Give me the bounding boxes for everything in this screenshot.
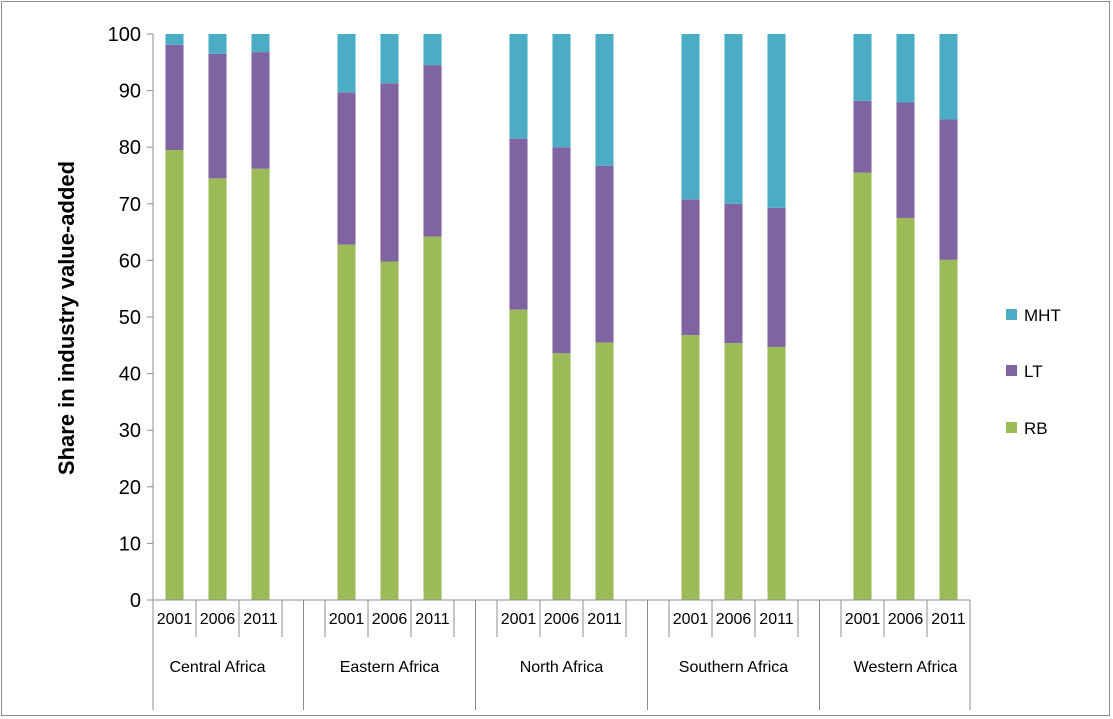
bar-segment-lt: [165, 44, 184, 151]
bar-segment-lt: [380, 83, 399, 262]
legend-swatch-mht: [1006, 309, 1017, 320]
y-tick-label: 50: [119, 307, 141, 329]
bar-segment-lt: [251, 52, 270, 169]
bar-segment-rb: [251, 168, 270, 600]
x-group-label: Eastern Africa: [340, 659, 440, 676]
x-year-label: 2006: [888, 611, 924, 628]
y-tick-label: 10: [119, 533, 141, 555]
bars: [165, 34, 958, 601]
bar-segment-mht: [337, 34, 356, 93]
bar-segment-rb: [337, 244, 356, 600]
bar-segment-lt: [724, 203, 743, 344]
bar-segment-rb: [165, 150, 184, 600]
bar-segment-mht: [208, 34, 227, 54]
bar-segment-rb: [724, 343, 743, 600]
x-group-label: Southern Africa: [679, 659, 789, 676]
bar-segment-mht: [509, 34, 528, 139]
x-year-label: 2011: [415, 611, 450, 628]
x-year-label: 2006: [372, 611, 408, 628]
x-year-label: 2001: [157, 611, 193, 628]
y-tick-label: 80: [119, 137, 141, 159]
x-year-label: 2011: [759, 611, 794, 628]
legend-label: RB: [1024, 419, 1048, 438]
y-tick-label: 40: [119, 364, 141, 386]
bar-segment-mht: [724, 34, 743, 204]
bar-segment-lt: [853, 100, 872, 173]
bar-segment-mht: [853, 34, 872, 101]
legend-label: LT: [1024, 362, 1043, 381]
bar-segment-rb: [423, 236, 442, 601]
bar-segment-mht: [767, 34, 786, 208]
y-axis: 0 10 20 30 40 50 60 70 80 90 100: [108, 24, 154, 612]
y-tick-label: 90: [119, 81, 141, 103]
bar-segment-mht: [681, 34, 700, 200]
bar-segment-rb: [552, 353, 571, 600]
bar-segment-lt: [896, 102, 915, 218]
y-tick-label: 0: [130, 590, 141, 612]
x-group-label: Western Africa: [854, 659, 958, 676]
x-year-label: 2011: [587, 611, 622, 628]
bar-segment-lt: [208, 53, 227, 179]
bar-segment-mht: [165, 34, 184, 45]
y-tick-label: 60: [119, 250, 141, 272]
bar-segment-rb: [896, 217, 915, 600]
y-tick-label: 70: [119, 194, 141, 216]
legend-label: MHT: [1024, 306, 1061, 325]
bar-segment-lt: [509, 138, 528, 310]
bar-segment-mht: [552, 34, 571, 148]
bar-segment-lt: [939, 119, 958, 260]
x-year-label: 2011: [931, 611, 966, 628]
y-tick-label: 20: [119, 477, 141, 499]
bar-segment-rb: [380, 261, 399, 600]
x-group-label: North Africa: [520, 659, 604, 676]
legend: MHT LT RB: [1006, 306, 1061, 438]
legend-swatch-lt: [1006, 365, 1017, 376]
legend-swatch-rb: [1006, 422, 1017, 433]
bar-segment-rb: [767, 346, 786, 600]
bar-segment-rb: [208, 178, 227, 600]
bar-segment-lt: [337, 92, 356, 245]
bar-segment-mht: [939, 34, 958, 120]
y-tick-label: 30: [119, 420, 141, 442]
bar-segment-lt: [595, 165, 614, 343]
bar-segment-rb: [853, 172, 872, 601]
x-year-label: 2001: [329, 611, 365, 628]
bar-segment-mht: [251, 34, 270, 53]
x-year-label: 2001: [501, 611, 537, 628]
x-year-label: 2006: [716, 611, 752, 628]
bar-segment-mht: [423, 34, 442, 66]
y-axis-label: Share in industry value-added: [54, 161, 79, 475]
bar-segment-lt: [552, 147, 571, 354]
x-year-label: 2001: [845, 611, 881, 628]
bar-segment-rb: [681, 335, 700, 600]
bar-segment-mht: [595, 34, 614, 166]
x-year-label: 2006: [200, 611, 236, 628]
x-year-label: 2011: [243, 611, 278, 628]
bar-segment-rb: [595, 342, 614, 600]
x-axis: 2001 2006 2011 2001 2006 2011 2001 2006 2011 2001…: [152, 599, 971, 710]
x-year-label: 2001: [673, 611, 709, 628]
bar-segment-mht: [896, 34, 915, 103]
x-year-label: 2006: [544, 611, 580, 628]
y-tick-label: 100: [108, 24, 141, 46]
bar-segment-lt: [423, 65, 442, 237]
bar-segment-rb: [939, 259, 958, 600]
bar-segment-mht: [380, 34, 399, 84]
bar-segment-lt: [681, 199, 700, 336]
x-group-label: Central Africa: [169, 659, 265, 676]
bar-segment-lt: [767, 207, 786, 347]
bar-segment-rb: [509, 309, 528, 600]
